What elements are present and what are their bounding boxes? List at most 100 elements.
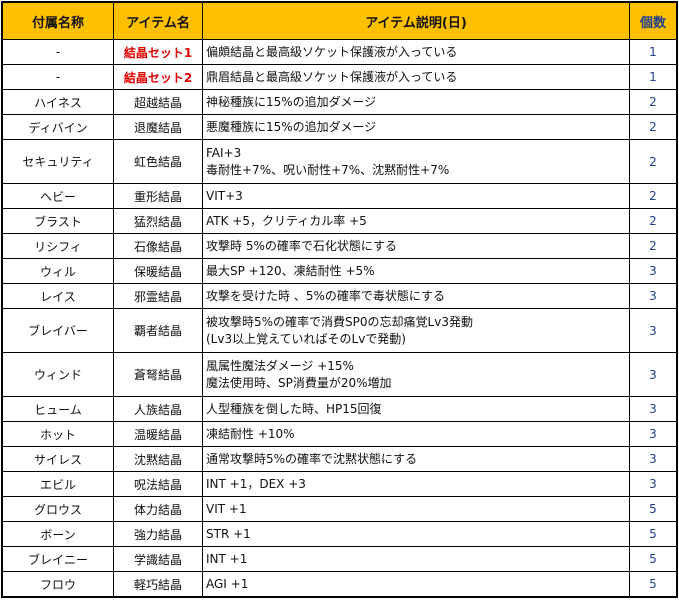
count-cell: 3 [629, 421, 678, 447]
description-line: INT +1 [206, 551, 248, 566]
suffix-cell: ブレイバー [1, 308, 114, 353]
header-suffix: 付属名称 [1, 1, 114, 40]
description-cell: 攻撃を受けた時 、5%の確率で毒状態にする [202, 283, 630, 309]
description-line: 魔法使用時、SP消費量が20%増加 [206, 375, 392, 390]
suffix-cell: ブレイニー [1, 546, 114, 572]
description-line: 通常攻撃時5%の確率で沈黙状態にする [206, 451, 418, 466]
suffix-cell: - [1, 64, 114, 90]
suffix-cell: ホット [1, 421, 114, 447]
table-row: リシフィ 石像結晶 攻撃時 5%の確率で石化状態にする 2 [1, 233, 678, 259]
suffix-cell: ハイネス [1, 89, 114, 115]
table-row: ヒューム 人族結晶 人型種族を倒した時、HP15回復 3 [1, 396, 678, 422]
description-cell: ATK +5，クリティカル率 +5 [202, 208, 630, 234]
count-cell: 3 [629, 396, 678, 422]
table-row: グロウス 体力結晶 VIT +1 5 [1, 496, 678, 522]
count-cell: 5 [629, 546, 678, 572]
item-name-cell: 猛烈結晶 [113, 208, 203, 234]
description-line: 人型種族を倒した時、HP15回復 [206, 401, 382, 416]
count-cell: 2 [629, 233, 678, 259]
count-cell: 3 [629, 446, 678, 472]
item-name-cell: 体力結晶 [113, 496, 203, 522]
description-line: 凍結耐性 +10% [206, 426, 295, 441]
item-name-cell: 結晶セット2 [113, 64, 203, 90]
item-name-cell: 軽巧結晶 [113, 571, 203, 598]
table-row: フロウ 軽巧結晶 AGI +1 5 [1, 571, 678, 598]
description-cell: AGI +1 [202, 571, 630, 598]
item-name-cell: 学識結晶 [113, 546, 203, 572]
description-cell: 偏頗結晶と最高級ソケット保護液が入っている [202, 39, 630, 65]
description-cell: STR +1 [202, 521, 630, 547]
count-cell: 1 [629, 64, 678, 90]
suffix-cell: ヘビー [1, 183, 114, 209]
description-line: 毒耐性+7%、呪い耐性+7%、沈黙耐性+7% [206, 162, 450, 177]
header-row: 付属名称 アイテム名 アイテム説明(日) 個数 [1, 1, 678, 40]
description-cell: 悪魔種族に15%の追加ダメージ [202, 114, 630, 140]
item-name-cell: 超越結晶 [113, 89, 203, 115]
table-row: ホット 温暖結晶 凍結耐性 +10% 3 [1, 421, 678, 447]
description-line: 最大SP +120、凍結耐性 +5% [206, 263, 375, 278]
item-name-cell: 退魔結晶 [113, 114, 203, 140]
suffix-cell: セキュリティ [1, 139, 114, 184]
description-cell: 鼎眉結晶と最高級ソケット保護液が入っている [202, 64, 630, 90]
suffix-cell: エビル [1, 471, 114, 497]
table-row: ボーン 強力結晶 STR +1 5 [1, 521, 678, 547]
description-cell: 人型種族を倒した時、HP15回復 [202, 396, 630, 422]
description-cell: INT +1 [202, 546, 630, 572]
description-cell: 最大SP +120、凍結耐性 +5% [202, 258, 630, 284]
item-name-cell: 石像結晶 [113, 233, 203, 259]
suffix-cell: ボーン [1, 521, 114, 547]
item-name-cell: 呪法結晶 [113, 471, 203, 497]
count-cell: 3 [629, 471, 678, 497]
item-name-cell: 結晶セット1 [113, 39, 203, 65]
description-line: 偏頗結晶と最高級ソケット保護液が入っている [206, 44, 458, 59]
item-name-cell: 蒼弩結晶 [113, 352, 203, 397]
count-cell: 3 [629, 352, 678, 397]
suffix-cell: リシフィ [1, 233, 114, 259]
description-line: VIT+3 [206, 188, 243, 203]
header-description: アイテム説明(日) [202, 1, 630, 40]
description-line: ATK +5，クリティカル率 +5 [206, 213, 367, 228]
count-cell: 3 [629, 258, 678, 284]
description-cell: VIT +1 [202, 496, 630, 522]
table-row: セキュリティ 虹色結晶 FAI+3 毒耐性+7%、呪い耐性+7%、沈黙耐性+7% 2 [1, 139, 678, 184]
description-cell: 風属性魔法ダメージ +15% 魔法使用時、SP消費量が20%増加 [202, 352, 630, 397]
description-cell: VIT+3 [202, 183, 630, 209]
description-line: FAI+3 [206, 145, 242, 160]
count-cell: 2 [629, 114, 678, 140]
count-cell: 2 [629, 89, 678, 115]
item-name-cell: 重形結晶 [113, 183, 203, 209]
description-line: INT +1，DEX +3 [206, 476, 306, 491]
table-row: ヘビー 重形結晶 VIT+3 2 [1, 183, 678, 209]
table-row: - 結晶セット2 鼎眉結晶と最高級ソケット保護液が入っている 1 [1, 64, 678, 90]
description-line: 攻撃時 5%の確率で石化状態にする [206, 238, 397, 253]
description-cell: 通常攻撃時5%の確率で沈黙状態にする [202, 446, 630, 472]
item-name-cell: 沈黙結晶 [113, 446, 203, 472]
suffix-cell: サイレス [1, 446, 114, 472]
item-name-cell: 虹色結晶 [113, 139, 203, 184]
count-cell: 2 [629, 183, 678, 209]
count-cell: 3 [629, 308, 678, 353]
description-cell: 凍結耐性 +10% [202, 421, 630, 447]
suffix-cell: ブラスト [1, 208, 114, 234]
table-row: エビル 呪法結晶 INT +1，DEX +3 3 [1, 471, 678, 497]
description-line: STR +1 [206, 526, 251, 541]
suffix-cell: ヒューム [1, 396, 114, 422]
item-name-cell: 人族結晶 [113, 396, 203, 422]
count-cell: 5 [629, 571, 678, 598]
description-line: 被攻撃時5%の確率で消費SP0の忘却痛覚Lv3発動 [206, 314, 473, 329]
count-cell: 1 [629, 39, 678, 65]
table-row: ウィル 保暖結晶 最大SP +120、凍結耐性 +5% 3 [1, 258, 678, 284]
table-row: レイス 邪霊結晶 攻撃を受けた時 、5%の確率で毒状態にする 3 [1, 283, 678, 309]
description-cell: 被攻撃時5%の確率で消費SP0の忘却痛覚Lv3発動 (Lv3以上覚えていればそのL… [202, 308, 630, 353]
count-cell: 2 [629, 139, 678, 184]
table-row: ブレイバー 覇者結晶 被攻撃時5%の確率で消費SP0の忘却痛覚Lv3発動 (Lv3以上… [1, 308, 678, 353]
table-row: サイレス 沈黙結晶 通常攻撃時5%の確率で沈黙状態にする 3 [1, 446, 678, 472]
table-row: ウィンド 蒼弩結晶 風属性魔法ダメージ +15% 魔法使用時、SP消費量が20%増加 3 [1, 352, 678, 397]
count-cell: 5 [629, 521, 678, 547]
count-cell: 5 [629, 496, 678, 522]
description-cell: 神秘種族に15%の追加ダメージ [202, 89, 630, 115]
description-line: 悪魔種族に15%の追加ダメージ [206, 119, 377, 134]
description-line: VIT +1 [206, 501, 247, 516]
table-row: ブレイニー 学識結晶 INT +1 5 [1, 546, 678, 572]
suffix-cell: グロウス [1, 496, 114, 522]
